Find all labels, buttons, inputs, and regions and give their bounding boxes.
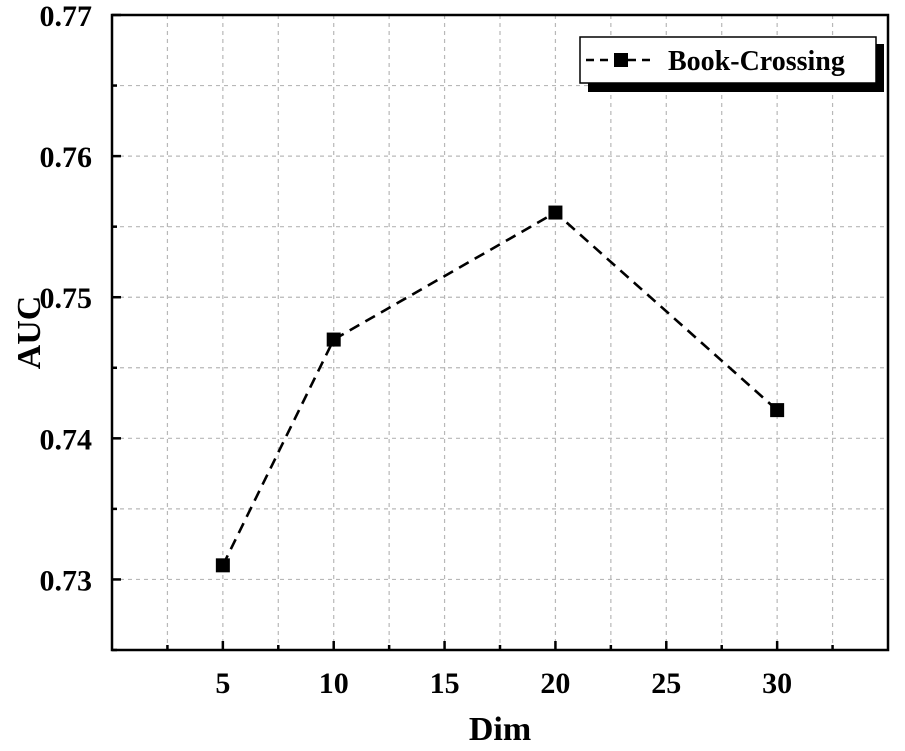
legend-entry-book-crossing: Book-Crossing xyxy=(668,46,845,77)
data-point xyxy=(215,558,230,573)
x-tick-label: 15 xyxy=(430,667,460,700)
y-tick-label: 0.74 xyxy=(40,423,93,456)
x-tick-label: 30 xyxy=(762,667,792,700)
y-tick-label: 0.76 xyxy=(40,141,93,174)
x-tick-label: 20 xyxy=(540,667,570,700)
legend-marker-square xyxy=(614,53,628,67)
data-point xyxy=(548,205,563,220)
axis-ticks xyxy=(112,13,834,652)
data-point xyxy=(326,332,341,347)
x-axis-title: Dim xyxy=(469,711,531,748)
x-tick-label: 5 xyxy=(215,667,230,700)
y-axis-title: AUC xyxy=(11,296,48,370)
x-tick-label: 10 xyxy=(319,667,349,700)
x-tick-label: 25 xyxy=(651,667,681,700)
legend: Book-Crossing xyxy=(579,36,884,92)
y-tick-label: 0.75 xyxy=(40,282,93,315)
y-tick-label: 0.73 xyxy=(40,564,93,597)
series-line-book-crossing xyxy=(221,210,779,566)
grid xyxy=(112,15,888,650)
data-point xyxy=(770,403,785,418)
tick-labels: 5 10 15 20 25 30 0.73 0.74 0.75 0.76 0.77 xyxy=(40,0,793,700)
series xyxy=(215,205,785,573)
y-tick-label: 0.77 xyxy=(40,0,93,33)
